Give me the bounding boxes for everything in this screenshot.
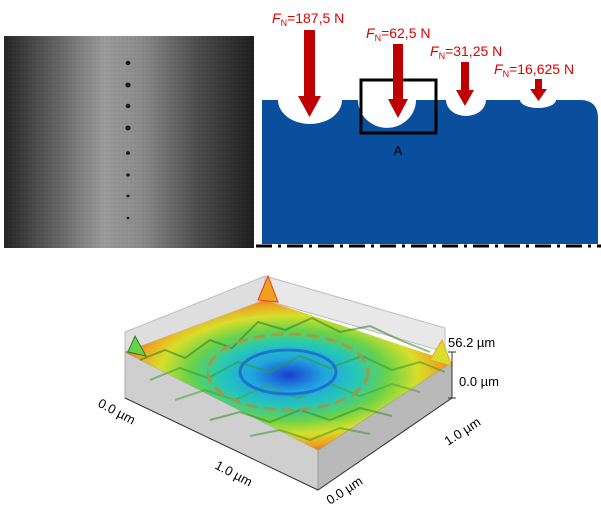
- x-axis-line: [124, 397, 319, 491]
- cylinder-photo: [4, 36, 254, 248]
- indentation-marks: [125, 60, 131, 220]
- force-arrows: [298, 30, 547, 118]
- indentation-mark: [125, 82, 131, 88]
- indentation-mark: [126, 151, 130, 155]
- surface-peak: [127, 334, 147, 357]
- cross-section-body: [262, 100, 598, 244]
- force-arrow-3: [456, 62, 474, 106]
- surface-peak: [429, 338, 453, 367]
- force-arrow-4: [530, 79, 547, 101]
- force-label-3: FN=31,25 N: [430, 43, 502, 61]
- detail-label-a: A: [394, 143, 403, 158]
- indentation-mark: [126, 216, 130, 220]
- y-axis-line: [317, 397, 453, 491]
- z-min-label: 0.0 µm: [459, 374, 499, 389]
- cross-section-diagram: A FN=187,5 N: [256, 10, 601, 248]
- force-arrow-1: [298, 30, 321, 117]
- indentation-mark: [126, 173, 130, 177]
- surface-peak: [257, 274, 279, 303]
- y-axis-tick-1: 1.0 µm: [441, 414, 483, 448]
- force-label-1: FN=187,5 N: [272, 10, 344, 28]
- surface-heatmap: [125, 300, 452, 450]
- indentation-mark: [125, 60, 131, 66]
- x-axis-tick-1: 1.0 µm: [213, 457, 255, 489]
- indentation-mark: [125, 125, 131, 131]
- z-max-label: 56.2 µm: [448, 335, 495, 350]
- force-labels: FN=187,5 N FN=62,5 N FN=31,25 N FN=16,62…: [272, 10, 574, 79]
- surface-roughness: [139, 316, 446, 442]
- force-label-4: FN=16,625 N: [494, 61, 574, 79]
- indentation-mark: [126, 194, 130, 198]
- force-arrow-2: [388, 44, 408, 118]
- force-label-2: FN=62,5 N: [366, 25, 431, 43]
- surface-plot: 56.2 µm 0.0 µm 0.0 µm 1.0 µm 0.0 µm 1.0 …: [96, 274, 499, 508]
- indentation-mark: [125, 103, 131, 109]
